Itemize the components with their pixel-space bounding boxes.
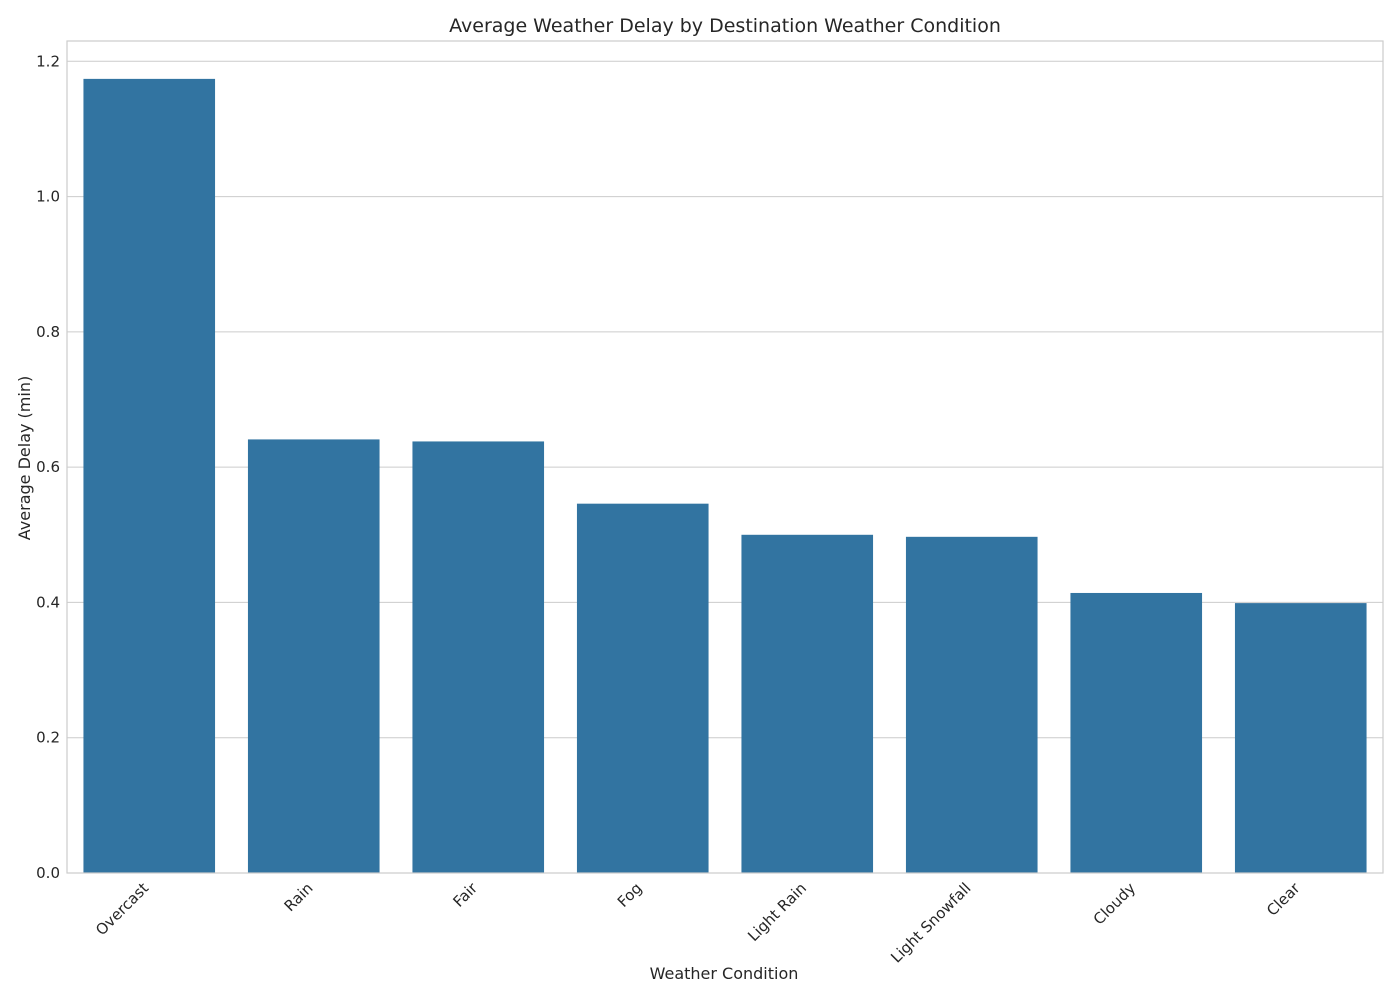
- bar: [412, 441, 545, 873]
- x-tick-label: Light Snowfall: [887, 879, 974, 966]
- bar: [741, 534, 874, 873]
- y-tick-label: 0.8: [36, 323, 60, 341]
- y-tick-label: 1.0: [36, 188, 60, 206]
- bar: [1234, 603, 1367, 873]
- x-axis-label: Weather Condition: [650, 964, 799, 983]
- bar: [1070, 592, 1203, 873]
- x-tick-label: Rain: [281, 879, 317, 915]
- x-tick-label: Clear: [1263, 879, 1304, 920]
- y-tick-label: 0.6: [36, 458, 60, 476]
- bar: [83, 78, 216, 873]
- y-tick-label: 0.0: [36, 864, 60, 882]
- x-tick-label: Fair: [449, 879, 481, 911]
- y-tick-label: 0.2: [36, 729, 60, 747]
- bars: [83, 78, 1367, 873]
- y-tick-label: 0.4: [36, 593, 60, 611]
- x-tick-label: Fog: [614, 879, 646, 911]
- plot-frame: [66, 40, 1384, 874]
- x-tick-label: Cloudy: [1090, 879, 1139, 928]
- y-tick-labels: 0.0 0.2 0.4 0.6 0.8 1.0 1.2: [36, 52, 60, 882]
- y-axis-label: Average Delay (min): [15, 376, 34, 540]
- bar: [247, 439, 380, 873]
- chart-title: Average Weather Delay by Destination Wea…: [449, 15, 1001, 37]
- bar: [576, 503, 709, 873]
- x-tick-labels: Overcast Rain Fair Fog Light Rain Light Snowf…: [92, 879, 1304, 967]
- bar: [905, 536, 1038, 873]
- y-tick-label: 1.2: [36, 52, 60, 70]
- x-tick-label: Overcast: [92, 879, 152, 939]
- x-tick-label: Light Rain: [744, 879, 810, 945]
